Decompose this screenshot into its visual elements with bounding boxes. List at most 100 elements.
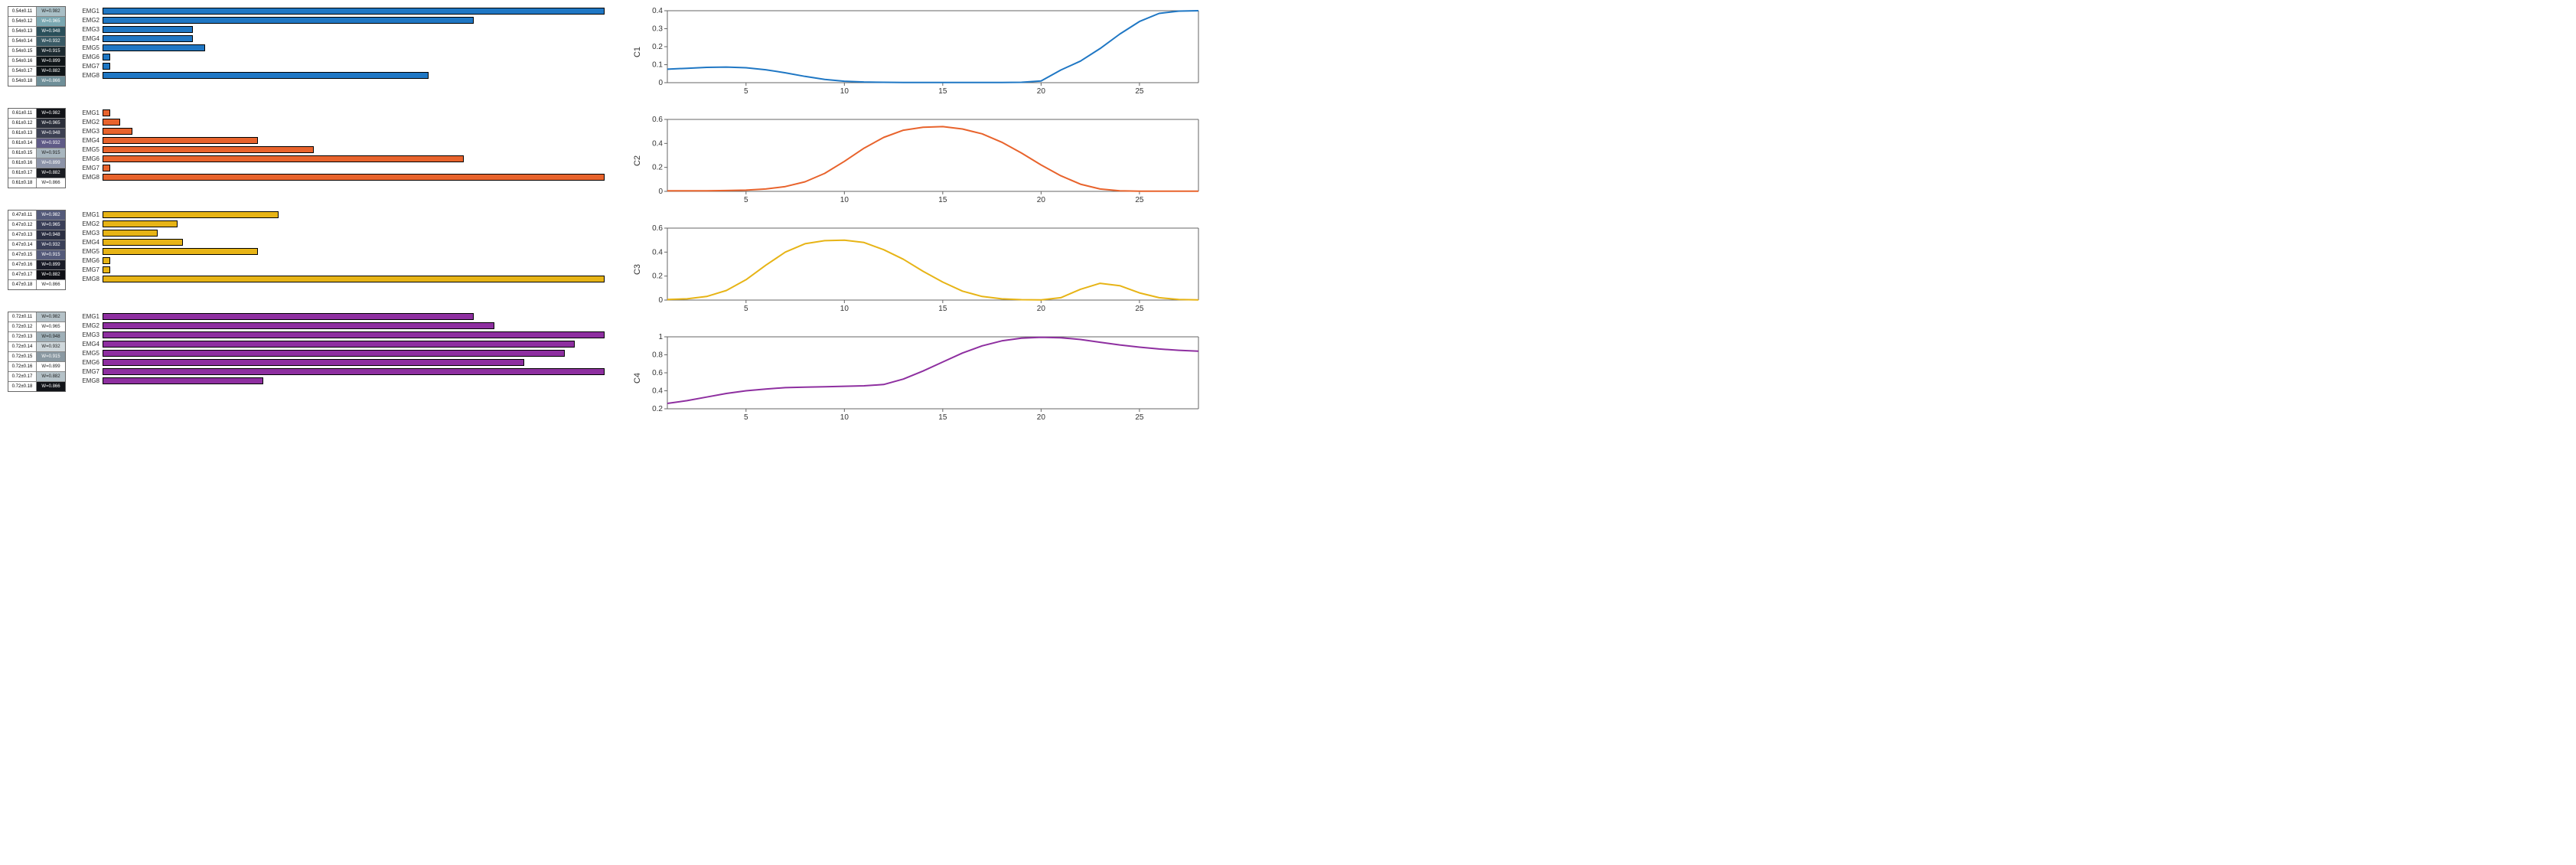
x-tick-label: 25 xyxy=(1135,196,1144,204)
bar-track xyxy=(103,377,605,384)
bar-label: EMG3 xyxy=(77,331,99,338)
legend-swatch: W=0.932 xyxy=(37,139,65,148)
legend-row: 0.54±0.17W=0.882 xyxy=(8,67,65,77)
bar-row: EMG7 xyxy=(77,265,605,274)
legend-swatch: W=0.965 xyxy=(37,17,65,26)
bar-track xyxy=(103,341,605,348)
bar-label: EMG5 xyxy=(77,44,99,51)
series-line xyxy=(667,240,1198,300)
x-tick-label: 20 xyxy=(1037,413,1046,422)
legend-row: 0.47±0.13W=0.948 xyxy=(8,230,65,240)
legend-row: 0.61±0.16W=0.899 xyxy=(8,158,65,168)
y-tick-label: 0.1 xyxy=(652,61,663,70)
bar-label: EMG4 xyxy=(77,341,99,348)
x-tick-label: 5 xyxy=(744,196,748,204)
x-tick-label: 15 xyxy=(938,305,947,313)
bar-fill xyxy=(103,331,605,338)
bar-row: EMG2 xyxy=(77,15,605,24)
bar-track xyxy=(103,155,605,162)
line-panel-C2: C200.20.40.6510152025 xyxy=(635,115,1217,207)
bar-track xyxy=(103,174,605,181)
line-chart-svg: 00.20.40.6510152025 xyxy=(635,115,1202,205)
bar-fill xyxy=(103,109,110,116)
bar-fill xyxy=(103,63,110,70)
legend-row: 0.61±0.12W=0.965 xyxy=(8,119,65,129)
legend-swatch: W=0.866 xyxy=(37,382,65,391)
bar-groups-column: 0.54±0.11W=0.9820.54±0.12W=0.9650.54±0.1… xyxy=(8,6,605,424)
legend-row: 0.72±0.13W=0.948 xyxy=(8,332,65,342)
bar-fill xyxy=(103,128,132,135)
line-chart-svg: 00.10.20.30.4510152025 xyxy=(635,6,1202,96)
legend-row: 0.61±0.15W=0.915 xyxy=(8,149,65,158)
bar-fill xyxy=(103,211,279,218)
bar-track xyxy=(103,109,605,116)
y-tick-label: 0.4 xyxy=(652,7,663,15)
bar-label: EMG7 xyxy=(77,63,99,70)
bar-fill xyxy=(103,230,158,237)
bar-group-g2: 0.61±0.11W=0.9820.61±0.12W=0.9650.61±0.1… xyxy=(8,108,605,188)
bar-fill xyxy=(103,17,474,24)
legend-left-text: 0.47±0.14 xyxy=(8,240,37,250)
bar-label: EMG7 xyxy=(77,266,99,273)
y-tick-label: 0.4 xyxy=(652,248,663,256)
legend-swatch: W=0.866 xyxy=(37,178,65,188)
x-tick-label: 15 xyxy=(938,413,947,422)
legend-row: 0.47±0.11W=0.982 xyxy=(8,211,65,220)
bar-fill xyxy=(103,26,193,33)
y-tick-label: 0.2 xyxy=(652,164,663,172)
bar-track xyxy=(103,248,605,255)
bar-label: EMG3 xyxy=(77,128,99,135)
bar-label: EMG7 xyxy=(77,165,99,171)
bar-row: EMG5 xyxy=(77,43,605,52)
legend-left-text: 0.72±0.12 xyxy=(8,322,37,331)
x-tick-label: 10 xyxy=(840,196,849,204)
y-tick-label: 0.2 xyxy=(652,405,663,413)
bar-track xyxy=(103,44,605,51)
legend-left-text: 0.47±0.16 xyxy=(8,260,37,269)
legend-left-text: 0.61±0.13 xyxy=(8,129,37,138)
bar-row: EMG4 xyxy=(77,237,605,246)
bar-track xyxy=(103,35,605,42)
legend-swatch: W=0.882 xyxy=(37,168,65,178)
axis-frame xyxy=(667,228,1198,300)
legend-swatch: W=0.948 xyxy=(37,129,65,138)
y-tick-label: 0.6 xyxy=(652,116,663,124)
bars-g3: EMG1EMG2EMG3EMG4EMG5EMG6EMG7EMG8 xyxy=(77,210,605,290)
x-tick-label: 20 xyxy=(1037,87,1046,96)
bar-row: EMG5 xyxy=(77,246,605,256)
legend-left-text: 0.54±0.16 xyxy=(8,57,37,66)
legend-left-text: 0.61±0.17 xyxy=(8,168,37,178)
bar-track xyxy=(103,26,605,33)
bar-row: EMG2 xyxy=(77,117,605,126)
bar-row: EMG4 xyxy=(77,135,605,145)
legend-swatch: W=0.915 xyxy=(37,250,65,260)
legend-swatch: W=0.965 xyxy=(37,119,65,128)
bar-track xyxy=(103,128,605,135)
bar-label: EMG2 xyxy=(77,119,99,126)
y-tick-label: 0 xyxy=(658,79,663,87)
legend-row: 0.61±0.18W=0.866 xyxy=(8,178,65,188)
bar-track xyxy=(103,266,605,273)
bar-track xyxy=(103,8,605,15)
x-tick-label: 5 xyxy=(744,305,748,313)
legend-row: 0.61±0.11W=0.982 xyxy=(8,109,65,119)
legend-swatch: W=0.965 xyxy=(37,220,65,230)
bar-fill xyxy=(103,257,110,264)
y-tick-label: 0.2 xyxy=(652,273,663,281)
x-tick-label: 10 xyxy=(840,413,849,422)
bar-label: EMG6 xyxy=(77,54,99,60)
legend-left-text: 0.54±0.15 xyxy=(8,47,37,56)
legend-left-text: 0.61±0.15 xyxy=(8,149,37,158)
legend-row: 0.72±0.14W=0.932 xyxy=(8,342,65,352)
bar-fill xyxy=(103,165,110,171)
y-tick-label: 0.3 xyxy=(652,25,663,34)
legend-left-text: 0.54±0.13 xyxy=(8,27,37,36)
bar-fill xyxy=(103,266,110,273)
legend-swatch: W=0.948 xyxy=(37,230,65,240)
bar-label: EMG5 xyxy=(77,248,99,255)
legend-left-text: 0.72±0.13 xyxy=(8,332,37,341)
legend-swatch: W=0.882 xyxy=(37,372,65,381)
legend-swatch: W=0.899 xyxy=(37,57,65,66)
legend-g3: 0.47±0.11W=0.9820.47±0.12W=0.9650.47±0.1… xyxy=(8,210,66,290)
y-tick-label: 0.8 xyxy=(652,351,663,360)
